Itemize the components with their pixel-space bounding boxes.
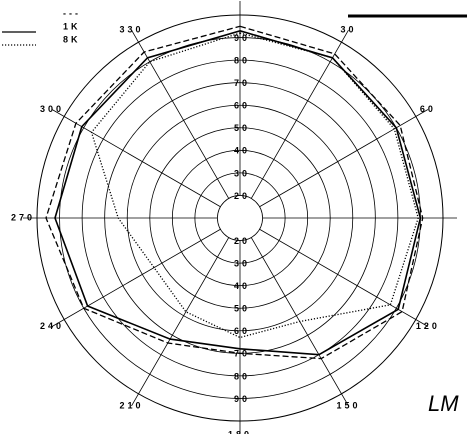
r-tick-label: 90 (234, 33, 250, 43)
spoke (51, 228, 221, 327)
theta-tick-label: 240 (40, 321, 64, 331)
theta-tick-label: 180 (228, 429, 252, 434)
theta-tick-label: 150 (336, 400, 360, 410)
r-tick-label: 80 (234, 55, 250, 65)
r-tick-label: 40 (234, 281, 250, 291)
spoke (131, 237, 230, 407)
r-tick-label: 50 (234, 304, 250, 314)
theta-tick-label: 270 (11, 212, 35, 222)
r-tick-label: 50 (234, 123, 250, 133)
grid-ring (171, 149, 309, 287)
spoke (259, 228, 429, 327)
r-tick-label: 30 (234, 168, 250, 178)
r-tick-label: 60 (234, 101, 250, 111)
r-tick-label: 20 (234, 236, 250, 246)
r-tick-label: 60 (234, 326, 250, 336)
theta-tick-label: 330 (119, 24, 143, 34)
r-tick-label: 30 (234, 258, 250, 268)
watermark: LM (428, 391, 459, 416)
r-tick-label: 20 (234, 191, 250, 201)
legend-label: 1K (63, 21, 81, 31)
grid-ring (126, 104, 354, 332)
r-tick-label: 70 (234, 78, 250, 88)
theta-tick-label: 30 (340, 24, 356, 34)
grid-ring (217, 195, 263, 241)
theta-tick-label: 60 (420, 104, 436, 114)
r-tick-label: 90 (234, 394, 250, 404)
theta-tick-label: 120 (416, 321, 440, 331)
theta-tick-label: 210 (119, 400, 143, 410)
r-tick-label: 80 (234, 371, 250, 381)
series-line (54, 29, 422, 356)
legend-label: 8K (63, 34, 81, 44)
r-tick-label: 40 (234, 146, 250, 156)
series-line (90, 32, 419, 339)
grid-ring (81, 59, 399, 377)
spoke (51, 109, 221, 208)
legend-label: --- (63, 8, 81, 18)
spoke (259, 109, 429, 208)
series-line (45, 25, 424, 360)
grid-ring (149, 127, 331, 309)
theta-tick-label: 300 (40, 104, 64, 114)
grid-ring (194, 172, 286, 264)
